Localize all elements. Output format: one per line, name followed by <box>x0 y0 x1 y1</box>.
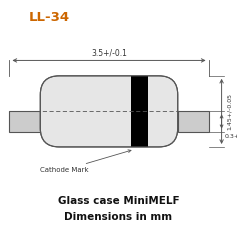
Bar <box>131 76 148 147</box>
Text: Glass case MiniMELF: Glass case MiniMELF <box>58 196 179 205</box>
FancyBboxPatch shape <box>40 76 178 147</box>
Text: LL-34: LL-34 <box>28 11 70 24</box>
Text: 3.5+/-0.1: 3.5+/-0.1 <box>91 49 127 58</box>
Bar <box>9 111 40 132</box>
Text: Dimensions in mm: Dimensions in mm <box>64 212 173 222</box>
Bar <box>178 111 209 132</box>
Text: 1.45+/-0.05: 1.45+/-0.05 <box>227 93 232 130</box>
Text: Cathode Mark: Cathode Mark <box>40 150 131 173</box>
Text: 0.3+/-0.1: 0.3+/-0.1 <box>224 134 237 139</box>
